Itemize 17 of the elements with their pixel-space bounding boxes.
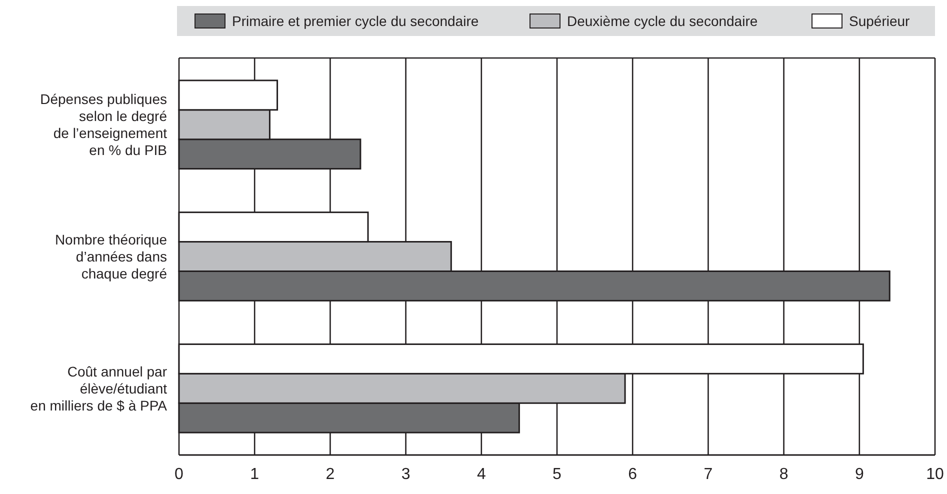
x-tick-label: 7 bbox=[704, 466, 713, 483]
x-tick-label: 10 bbox=[926, 466, 944, 483]
x-tick-label: 6 bbox=[628, 466, 638, 483]
x-tick-label: 5 bbox=[552, 466, 562, 483]
y-tick-label: Nombre théorique d’années dans chaque degré bbox=[54, 232, 168, 282]
legend-label: Primaire et premier cycle du secondaire bbox=[232, 13, 479, 29]
y-tick-label: Coût annuel par élève/étudiant en milliers de $ à PPA bbox=[30, 363, 168, 414]
legend-label: Supérieur bbox=[849, 13, 910, 29]
x-tick-label: 9 bbox=[854, 466, 864, 483]
legend-label: Deuxième cycle du secondaire bbox=[567, 13, 758, 29]
x-tick-label: 4 bbox=[476, 466, 486, 483]
x-tick-label: 3 bbox=[401, 466, 410, 483]
x-tick-label: 8 bbox=[779, 466, 788, 483]
y-tick-label: Dépenses publiques selon le degré de l’enseignement en % du PIB bbox=[40, 91, 168, 158]
x-tick-label: 0 bbox=[174, 466, 184, 483]
x-tick-label: 1 bbox=[250, 466, 260, 483]
x-tick-label: 2 bbox=[326, 466, 335, 483]
